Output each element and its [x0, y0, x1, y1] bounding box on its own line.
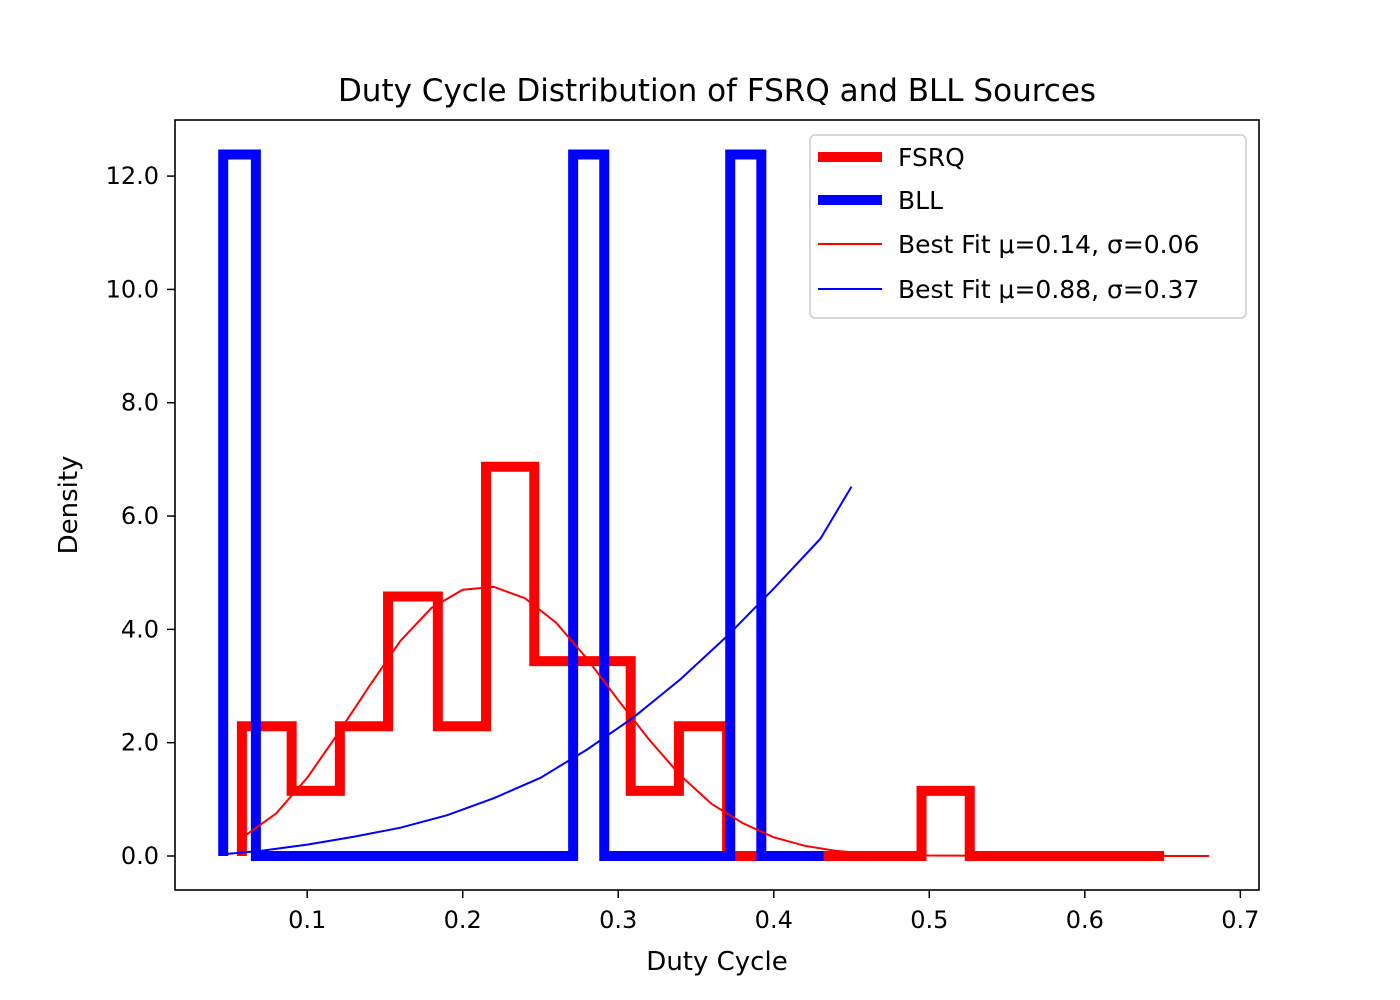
x-tick-label: 0.4	[755, 906, 793, 934]
x-tick-label: 0.5	[910, 906, 948, 934]
x-tick-label: 0.6	[1066, 906, 1104, 934]
y-tick-label: 6.0	[121, 502, 159, 530]
legend-label: Best Fit μ=0.14, σ=0.06	[898, 230, 1199, 259]
y-tick-label: 8.0	[121, 389, 159, 417]
y-tick-label: 2.0	[121, 729, 159, 757]
y-tick-label: 10.0	[106, 275, 159, 303]
y-axis-label: Density	[54, 456, 84, 555]
x-axis: 0.1 0.2 0.3 0.4 0.5 0.6 0.7	[288, 890, 1259, 934]
series-bll-step	[218, 149, 824, 862]
legend-box	[809, 134, 1247, 319]
legend-label: BLL	[898, 186, 943, 215]
y-axis: 0.0 2.0 4.0 6.0 8.0 10.0 12.0	[106, 162, 175, 870]
y-tick-label: 4.0	[121, 615, 159, 643]
chart-title: Duty Cycle Distribution of FSRQ and BLL …	[338, 73, 1096, 109]
series-fit-curve-2	[238, 585, 1210, 858]
y-tick-label: 12.0	[106, 162, 159, 190]
y-tick-label: 0.0	[121, 842, 159, 870]
legend: FSRQ BLL Best Fit μ=0.14, σ=0.06 Best Fit μ…	[809, 134, 1247, 319]
plot-frame	[174, 119, 1260, 891]
x-tick-label: 0.7	[1221, 906, 1259, 934]
x-tick-label: 0.2	[444, 906, 482, 934]
legend-label: Best Fit μ=0.88, σ=0.37	[898, 275, 1199, 304]
plot-area	[218, 149, 1210, 862]
series-fit-curve-3	[223, 486, 853, 856]
legend-label: FSRQ	[898, 143, 965, 172]
x-axis-label: Duty Cycle	[646, 947, 787, 977]
series-fsrq-step	[236, 461, 1165, 862]
x-tick-label: 0.1	[288, 906, 326, 934]
x-tick-label: 0.3	[599, 906, 637, 934]
